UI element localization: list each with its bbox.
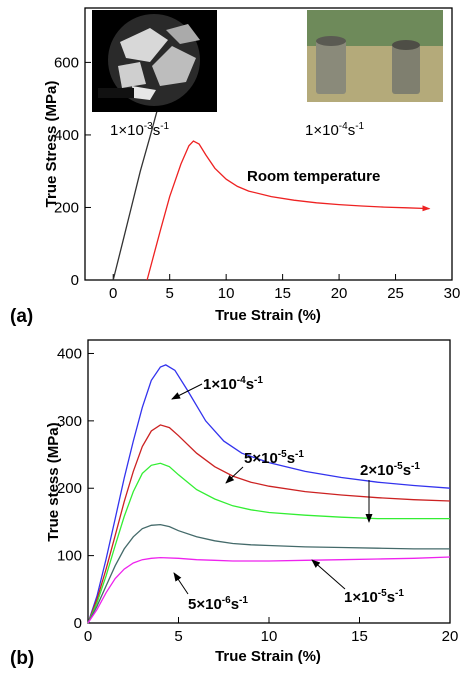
b-y-tick-label: 400 (57, 345, 82, 362)
b-x-tick-label: 0 (84, 628, 92, 645)
b-series-line-1 (87, 424, 451, 624)
b-y-tick-label: 300 (57, 413, 82, 430)
a-x-tick-label: 0 (109, 285, 117, 302)
panel-b-label: (b) (10, 648, 34, 669)
rate-base: 5×10 (188, 596, 222, 613)
a-x-tick-label: 30 (444, 285, 461, 302)
b-y-tick-label: 0 (74, 615, 82, 632)
rate-exponent: -6 (222, 595, 231, 606)
b-y-tick-label: 100 (57, 548, 82, 565)
strain-rate-label-1e-3: 1×10-3s-1 (110, 121, 170, 139)
b-x-tick-label: 10 (261, 628, 278, 645)
rate-unit: s (348, 122, 356, 139)
rate-base: 2×10 (360, 462, 394, 479)
panel-b-frame (87, 339, 451, 624)
a-x-tick-label: 20 (331, 285, 348, 302)
b-series-line-0 (87, 364, 451, 624)
strain-rate-label-1e-4: 1×10-4s-1 (305, 121, 365, 139)
b-series-line-3 (87, 523, 450, 624)
arrow-1e-4 (171, 383, 203, 400)
rate-unit: s (246, 376, 254, 393)
a-x-tick-label: 25 (387, 285, 404, 302)
a-y-tick-label: 400 (54, 127, 79, 144)
rate-unit: s (231, 596, 239, 613)
a-y-tick-label: 200 (54, 199, 79, 216)
panel-a-frame (84, 7, 453, 281)
unit-exponent: -1 (295, 449, 304, 460)
arrow-1e-5 (311, 559, 346, 590)
unit-exponent: -1 (411, 461, 420, 472)
b-x-tick-label: 15 (351, 628, 368, 645)
strain-rate-label-b-2e-5: 2×10-5s-1 (360, 461, 420, 479)
unit-exponent: -1 (395, 588, 404, 599)
b-x-tick-label: 20 (442, 628, 459, 645)
a-series-line-1 (146, 140, 431, 281)
a-y-tick-label: 600 (54, 54, 79, 71)
rate-unit: s (403, 462, 411, 479)
rate-base: 1×10 (344, 589, 378, 606)
rate-exponent: -4 (339, 121, 348, 132)
a-x-tick-label: 5 (166, 285, 174, 302)
rate-exponent: -5 (394, 461, 403, 472)
panel-a-label: (a) (10, 306, 33, 327)
strain-rate-label-b-1e-4: 1×10-4s-1 (203, 375, 263, 393)
arrow-5e-6 (173, 572, 189, 595)
b-x-tick-label: 5 (174, 628, 182, 645)
rate-exponent: -3 (144, 121, 153, 132)
rate-exponent: -5 (278, 449, 287, 460)
rate-base: 1×10 (203, 376, 237, 393)
rate-unit: s (287, 450, 295, 467)
strain-rate-label-b-1e-5: 1×10-5s-1 (344, 588, 404, 606)
a-x-axis-title: True Strain (%) (215, 307, 321, 324)
a-y-tick-label: 0 (71, 272, 79, 289)
arrow-5e-5 (225, 466, 244, 484)
rate-exponent: -4 (237, 375, 246, 386)
strain-rate-label-b-5e-5: 5×10-5s-1 (244, 449, 304, 467)
a-x-tick-label: 15 (274, 285, 291, 302)
unit-exponent: -1 (254, 375, 263, 386)
rate-base: 5×10 (244, 450, 278, 467)
b-y-tick-label: 200 (57, 480, 82, 497)
sem-micrograph-inset (92, 10, 217, 112)
unit-exponent: -1 (355, 121, 364, 132)
a-x-tick-label: 10 (218, 285, 235, 302)
b-series-line-2 (87, 462, 450, 624)
a-series-line-0 (112, 105, 160, 281)
b-y-axis-title: True stess (MPa) (45, 422, 62, 541)
unit-exponent: -1 (239, 595, 248, 606)
rate-unit: s (153, 122, 161, 139)
b-series-line-4 (87, 556, 451, 624)
rate-base: 1×10 (110, 122, 144, 139)
rate-unit: s (387, 589, 395, 606)
b-x-axis-title: True Strain (%) (215, 648, 321, 665)
cylinder-specimens-photo (307, 10, 443, 102)
unit-exponent: -1 (160, 121, 169, 132)
room-temperature-label: Room temperature (247, 168, 380, 185)
a-y-axis-title: True Stress (MPa) (43, 81, 60, 208)
rate-exponent: -5 (378, 588, 387, 599)
rate-base: 1×10 (305, 122, 339, 139)
strain-rate-label-b-5e-6: 5×10-6s-1 (188, 595, 248, 613)
